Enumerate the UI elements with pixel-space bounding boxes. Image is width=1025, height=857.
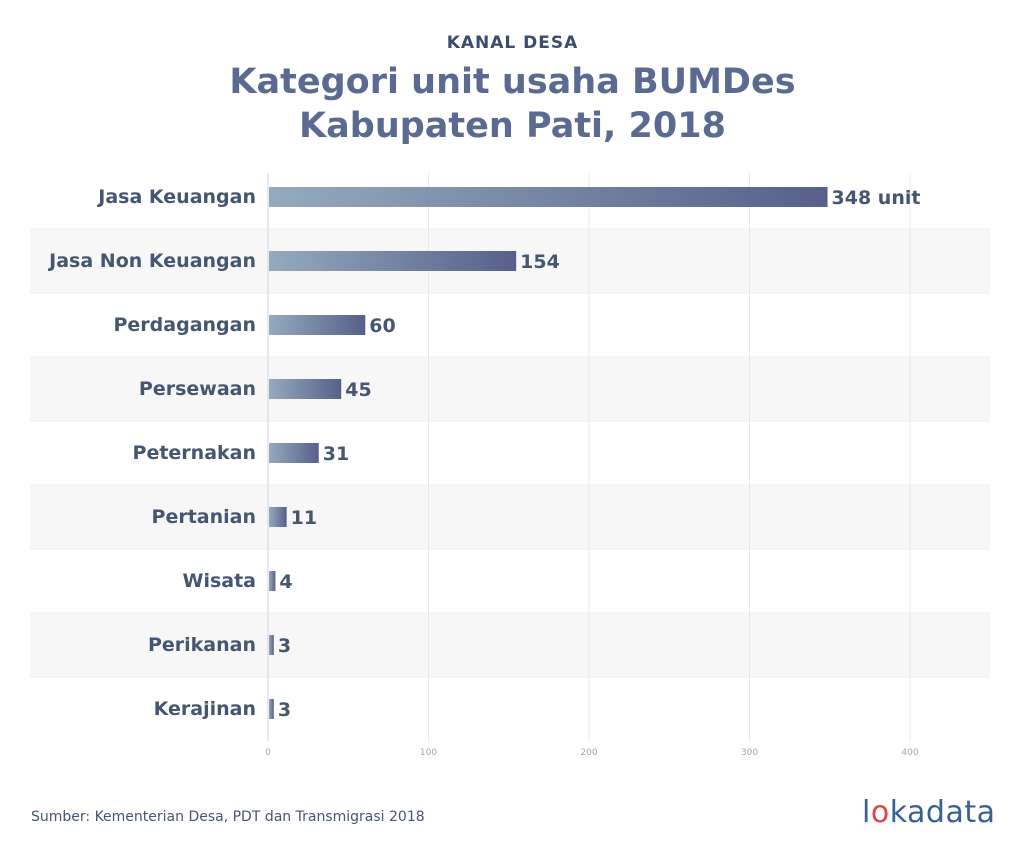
bars: [269, 187, 828, 719]
value-label: 60: [369, 315, 395, 337]
bar: [269, 379, 342, 399]
category-label: Jasa Non Keuangan: [47, 250, 256, 272]
category-label: Perikanan: [148, 634, 256, 656]
value-labels: 348 unit 154 60 45 31 11 4 3 3: [278, 187, 921, 721]
value-label: 4: [279, 571, 292, 593]
category-label: Perdagangan: [114, 314, 257, 336]
row-band: [30, 613, 990, 677]
bar: [269, 699, 274, 719]
bar: [269, 443, 319, 463]
value-label: 348 unit: [832, 187, 921, 209]
x-axis-ticks: 0 100 200 300 400: [265, 748, 919, 758]
chart-title-line-2: Kabupaten Pati, 2018: [299, 106, 726, 146]
row-bands: [30, 228, 990, 678]
category-label: Jasa Keuangan: [96, 186, 256, 208]
x-tick-label: 300: [741, 748, 758, 758]
value-label: 154: [520, 251, 560, 273]
row-band: [30, 485, 990, 549]
category-label: Pertanian: [152, 506, 256, 528]
chart-title: Kategori unit usaha BUMDes Kabupaten Pat…: [0, 60, 1025, 148]
value-label: 3: [278, 635, 291, 657]
category-label: Persewaan: [139, 378, 256, 400]
bar: [269, 187, 828, 207]
x-tick-label: 100: [420, 748, 437, 758]
bar: [269, 315, 366, 335]
row-band: [30, 357, 990, 421]
value-label: 31: [323, 443, 349, 465]
x-tick-label: 0: [265, 748, 271, 758]
value-label: 3: [278, 699, 291, 721]
x-tick-label: 200: [580, 748, 597, 758]
category-labels: Jasa Keuangan Jasa Non Keuangan Perdaganga…: [47, 186, 256, 720]
bar: [269, 507, 287, 527]
category-label: Wisata: [182, 570, 256, 592]
value-label: 11: [291, 507, 317, 529]
chart-title-line-1: Kategori unit usaha BUMDes: [229, 62, 796, 102]
chart-kicker: KANAL DESA: [446, 33, 579, 53]
logo-text-accent: o: [870, 795, 890, 830]
logo-text-right: kadata: [889, 795, 996, 830]
category-label: Kerajinan: [154, 698, 256, 720]
category-label: Peternakan: [133, 442, 256, 464]
lokadata-logo: lokadata: [862, 795, 996, 830]
source-note: Sumber: Kementerian Desa, PDT dan Transm…: [31, 809, 425, 825]
logo-text-left: l: [862, 795, 871, 830]
bar: [269, 635, 274, 655]
bar: [269, 251, 517, 271]
x-tick-label: 400: [901, 748, 918, 758]
bar: [269, 571, 276, 591]
value-label: 45: [345, 379, 371, 401]
